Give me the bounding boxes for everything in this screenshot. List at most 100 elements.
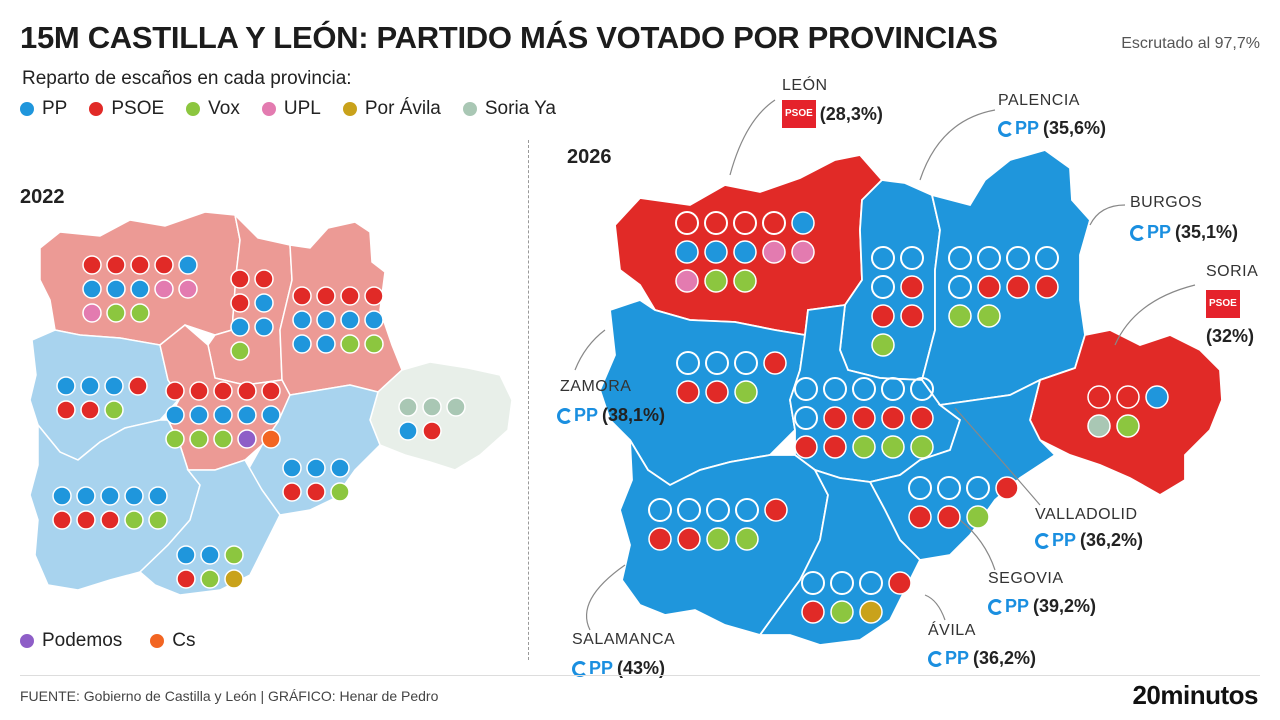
seat-2022-seat-leon (106, 255, 126, 275)
seat-2022-seat-avila (224, 569, 244, 589)
legend-label: Soria Ya (484, 98, 556, 119)
seat-2022-seat-valladolid (213, 405, 233, 425)
seat-2026-seat-palencia (900, 246, 924, 270)
seat-2026-seat-soria (1087, 414, 1111, 438)
seat-2022-seat-burgos (364, 286, 384, 306)
seat-2022-seat-palencia (230, 317, 250, 337)
seat-2022-seat-valladolid (213, 381, 233, 401)
seat-2022-seat-zamora (80, 376, 100, 396)
leader-lines (574, 99, 1196, 631)
legend-label: Cs (172, 630, 196, 651)
seat-2026-seat-segovia (995, 476, 1019, 500)
label-burgos: BURGOS (1130, 194, 1203, 211)
seat-2022-seat-leon (130, 255, 150, 275)
seat-2022-seat-avila (200, 545, 220, 565)
seat-2022-seat-burgos (340, 334, 360, 354)
seat-2022-seat-salamanca (100, 510, 120, 530)
seat-2026-seat-zamora (734, 380, 758, 404)
leader-palencia (919, 109, 996, 181)
seat-2026-seat-burgos (1006, 275, 1030, 299)
seat-2022-seat-leon (106, 279, 126, 299)
map-2026 (599, 149, 1223, 646)
seat-2026-seat-leon (791, 240, 815, 264)
pct-value: (39,2%) (1033, 596, 1097, 616)
seat-2026-seat-valladolid (910, 377, 934, 401)
seat-2022-seat-valladolid (261, 381, 281, 401)
seat-2026-seat-burgos (948, 246, 972, 270)
seat-2022-seat-palencia (254, 293, 274, 313)
seat-2022-seat-palencia (230, 269, 250, 289)
seat-2026-seat-palencia (871, 304, 895, 328)
leader-burgos (1089, 204, 1126, 226)
seat-2026-seat-zamora (676, 351, 700, 375)
year-label-right: 2026 (567, 146, 612, 168)
seat-2026-seat-burgos (1006, 246, 1030, 270)
seat-2026-seat-leon (733, 269, 757, 293)
seat-2022-seat-salamanca (148, 510, 168, 530)
pct-value: (36,2%) (1080, 530, 1144, 550)
result-palencia: PP (35,6%) (998, 118, 1106, 139)
seat-2022-seat-segovia (306, 482, 326, 502)
result-zamora: PP (38,1%) (557, 405, 665, 426)
seat-2026-seat-leon (704, 211, 728, 235)
pp-logo-icon: PP (998, 118, 1039, 139)
leader-segovia (959, 519, 996, 571)
seat-2026-seat-zamora (705, 380, 729, 404)
seat-2026-seat-valladolid (823, 377, 847, 401)
seat-2026-seat-avila (859, 571, 883, 595)
seat-2022-seat-soria (446, 397, 466, 417)
seat-2026-seat-soria (1145, 385, 1169, 409)
seat-2022-seat-valladolid (189, 405, 209, 425)
legend-item-soria-ya: Soria Ya (462, 98, 556, 120)
seat-2026-seat-leon (704, 240, 728, 264)
seat-2022-seat-soria (422, 421, 442, 441)
seat-2022-seat-burgos (340, 286, 360, 306)
pct-value: (38,1%) (602, 405, 666, 425)
seat-2026-seat-burgos (948, 275, 972, 299)
seat-2022-seat-palencia (254, 269, 274, 289)
seat-2026-seat-valladolid (794, 377, 818, 401)
legend-label: UPL (283, 98, 321, 119)
seat-2022-seat-zamora (56, 400, 76, 420)
seat-2026-seat-salamanca (735, 498, 759, 522)
result-soria: PSOE (32%) (1206, 290, 1254, 347)
label-segovia: SEGOVIA (988, 570, 1064, 587)
year-label-left: 2022 (20, 186, 65, 208)
result-valladolid: PP (36,2%) (1035, 530, 1143, 551)
province-leon-2022 (39, 211, 241, 346)
seat-2022-seat-salamanca (52, 510, 72, 530)
seat-2022-seat-leon (178, 255, 198, 275)
seat-2026-seat-zamora (705, 351, 729, 375)
result-burgos: PP (35,1%) (1130, 222, 1238, 243)
seat-2022-seat-burgos (292, 286, 312, 306)
legend-item-pp: PP (20, 98, 67, 120)
result-avila: PP (36,2%) (928, 648, 1036, 669)
label-soria: SORIA (1206, 263, 1259, 280)
pct-value: (28,3%) (819, 103, 883, 124)
party-legend: PP PSOE Vox UPL Por Ávila Soria Ya (20, 98, 556, 120)
seat-2026-seat-segovia (908, 505, 932, 529)
seat-2022-seat-zamora (104, 376, 124, 396)
seat-2022-seat-avila (176, 545, 196, 565)
seat-2026-seat-salamanca (648, 527, 672, 551)
legend-dot (20, 102, 34, 116)
result-leon: PSOE (28,3%) (782, 100, 883, 128)
seat-2026-seat-palencia (900, 304, 924, 328)
seat-2026-seat-segovia (908, 476, 932, 500)
footer-source: FUENTE: Gobierno de Castilla y León | GR… (20, 688, 439, 704)
seat-2026-seat-valladolid (852, 377, 876, 401)
seat-2022-seat-leon (82, 303, 102, 323)
seat-2022-seat-valladolid (165, 429, 185, 449)
pct-value: (32%) (1206, 326, 1255, 346)
seat-2022-seat-segovia (282, 482, 302, 502)
seat-2026-seat-burgos (948, 304, 972, 328)
seat-2022-seat-salamanca (76, 510, 96, 530)
seat-2026-seat-burgos (1035, 275, 1059, 299)
seat-2022-seat-avila (224, 545, 244, 565)
seat-2026-seat-valladolid (823, 406, 847, 430)
seat-2026-seat-burgos (1035, 246, 1059, 270)
legend-item-podemos: Podemos (20, 630, 122, 652)
seat-2026-seat-leon (762, 211, 786, 235)
seat-2026-seat-zamora (734, 351, 758, 375)
subtitle: Reparto de escaños en cada provincia: (22, 68, 352, 89)
